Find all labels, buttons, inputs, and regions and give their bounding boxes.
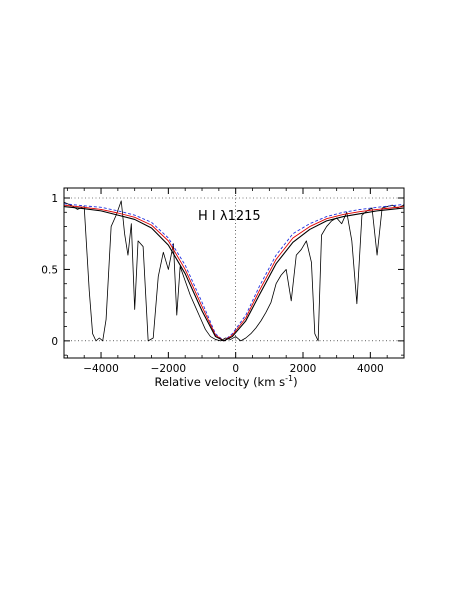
series-layer [63, 200, 405, 342]
axis-ticks [64, 188, 405, 358]
x-tick-label: −4000 [83, 363, 119, 375]
x-tick-label: 4000 [357, 363, 384, 375]
x-tick-label: 2000 [290, 363, 317, 375]
x-axis-label-sup: -1 [285, 374, 293, 383]
y-tick-label: 0.5 [41, 264, 58, 276]
y-tick-label: 0 [51, 336, 58, 348]
x-axis-label-end: ) [293, 375, 298, 389]
plot-frame [63, 187, 405, 359]
line-annotation: H I λ1215 [198, 209, 261, 224]
x-tick-label: −2000 [151, 363, 187, 375]
x-axis-label: Relative velocity (km s-1) [154, 374, 297, 389]
tick-labels: −4000 −2000 0 2000 4000 0 0.5 1 [41, 193, 383, 375]
x-axis-label-main: Relative velocity (km s [154, 375, 285, 389]
series-line-fit-blue [63, 203, 405, 342]
series-line-fit-black [63, 206, 405, 342]
y-tick-label: 1 [51, 193, 58, 205]
series-line-fit-red [63, 204, 405, 342]
reference-lines [64, 188, 404, 358]
x-tick-label: 0 [232, 363, 239, 375]
